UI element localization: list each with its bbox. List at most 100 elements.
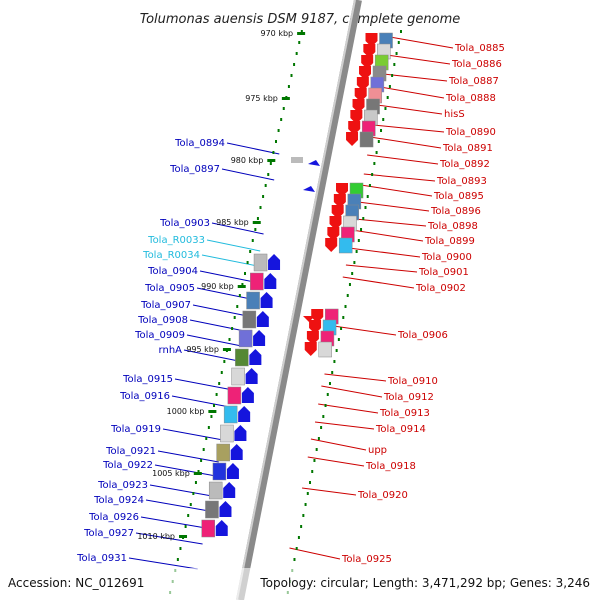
gene-label-minus: Tola_0909 — [134, 330, 185, 341]
track-dot — [259, 206, 262, 209]
leader-line — [357, 201, 430, 212]
track-dot — [342, 316, 345, 319]
track-dot — [290, 74, 293, 77]
gene-box — [238, 329, 253, 348]
track-dot — [272, 151, 275, 154]
leader-line — [196, 287, 251, 300]
track-dot — [189, 503, 192, 506]
track-dot — [324, 404, 327, 407]
gene-box — [220, 424, 234, 443]
track-dot — [335, 349, 338, 352]
gene-arrow-plus — [352, 99, 365, 113]
track-dot — [200, 459, 203, 462]
tick-mark — [208, 410, 217, 413]
tick-label: 980 kbp — [231, 156, 264, 165]
gene-label-plus: Tola_0902 — [415, 283, 466, 294]
track-dot — [355, 250, 358, 253]
track-dot — [293, 63, 296, 66]
gene-box — [231, 367, 245, 386]
track-dot — [331, 371, 334, 374]
track-dot — [246, 261, 249, 264]
gene-label-plus: Tola_0888 — [445, 93, 496, 104]
gene-arrow-minus — [230, 444, 243, 460]
track-dot — [262, 195, 265, 198]
gene-label-minus: Tola_0897 — [169, 164, 220, 175]
track-dot — [254, 228, 257, 231]
leader-line — [201, 254, 258, 267]
leader-line — [363, 173, 436, 182]
gene-arrow-plus — [309, 320, 322, 334]
gene-arrow-plus — [311, 309, 324, 323]
leader-line — [289, 547, 341, 560]
leader-line — [351, 229, 424, 242]
track-dot — [228, 338, 231, 341]
tick-mark — [179, 535, 188, 538]
gene-labels: Tola_0885 Tola_0886 Tola_0887 Tola_0888 hisS… — [76, 43, 505, 565]
track-dot — [236, 305, 239, 308]
track-dot — [295, 547, 298, 550]
genome-summary-text: Topology: circular; Length: 3,471,292 bp… — [259, 576, 590, 590]
gene-box — [201, 519, 215, 538]
track-dot — [267, 173, 270, 176]
track-dot — [280, 118, 283, 121]
gene-box — [318, 341, 332, 358]
track-dot — [249, 250, 252, 253]
track-dot — [375, 151, 378, 154]
leader-line — [154, 464, 217, 477]
leader-line — [310, 438, 367, 451]
track-dot — [384, 107, 387, 110]
track-dot — [220, 371, 223, 374]
gene-label-minus: Tola_0931 — [76, 553, 127, 564]
gene-label-plus: Tola_0898 — [427, 221, 478, 232]
gene-label-minus: Tola_0908 — [137, 315, 188, 326]
track-dot — [218, 382, 221, 385]
track-dot — [380, 129, 383, 132]
gene-arrow-plus — [348, 121, 361, 135]
leader-line — [370, 136, 442, 149]
track-dot — [346, 294, 349, 297]
leader-line — [380, 86, 445, 99]
track-dot — [184, 525, 187, 528]
leader-line — [348, 247, 421, 258]
leader-line — [333, 325, 397, 336]
gene-label-plus: Tola_0901 — [418, 267, 469, 278]
gene-label-minus: Tola_0919 — [110, 424, 161, 435]
gene-arrow-plus — [306, 331, 319, 345]
track-dot — [311, 470, 314, 473]
gene-label-minus: Tola_0907 — [140, 300, 191, 311]
leader-line — [321, 385, 383, 398]
gene-arrow-plus — [331, 205, 344, 219]
gene-label-plus: Tola_0893 — [436, 176, 487, 187]
gene-label-minus: Tola_0894 — [174, 138, 225, 149]
gene-box — [235, 348, 249, 367]
gene-arrow-plus — [304, 342, 317, 356]
track-dot — [223, 360, 226, 363]
gene-label-minus: Tola_0903 — [159, 218, 210, 229]
track-dot — [238, 294, 241, 297]
gene-label-plus: upp — [368, 445, 387, 456]
gene-arrow-plus — [325, 238, 338, 252]
gene-arrow-plus — [354, 88, 367, 102]
leader-line — [324, 373, 387, 382]
track-dot — [275, 140, 277, 143]
gene-box — [227, 386, 242, 405]
leader-line — [386, 54, 451, 65]
gene-label-plus: Tola_0885 — [454, 43, 505, 54]
leader-line — [192, 304, 248, 317]
track-dot — [382, 118, 385, 121]
gene-box — [216, 443, 230, 462]
track-dot — [344, 305, 347, 308]
track-dot — [192, 492, 195, 495]
gene-label-plus: Tola_0891 — [442, 143, 493, 154]
track-dot — [320, 426, 323, 429]
tick-label: 985 kbp — [216, 218, 249, 227]
gene-box — [242, 310, 257, 329]
gene-arrow-plus — [356, 77, 369, 91]
track-dot — [309, 481, 312, 484]
gene-box — [208, 481, 223, 500]
track-dot — [256, 217, 259, 220]
tick-label: 1000 kbp — [167, 407, 205, 416]
track-dot — [293, 558, 296, 561]
tick-label: 970 kbp — [261, 29, 294, 38]
leader-line — [157, 450, 219, 463]
